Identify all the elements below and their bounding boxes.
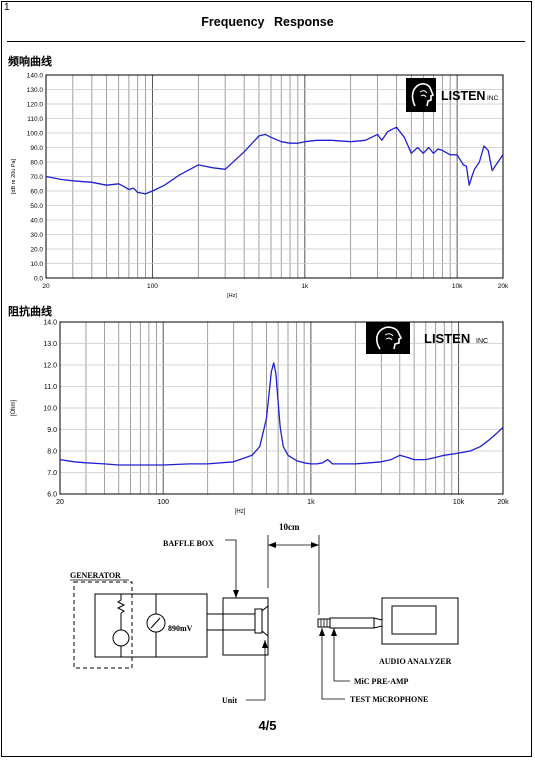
y-tick-label: 120.0	[27, 101, 44, 108]
listen-logo-bottom: LISTEN INC	[366, 322, 488, 354]
voltage-label: 890mV	[168, 624, 193, 633]
x-tick-label: 100	[157, 499, 169, 506]
listen-logo-top: LISTEN INC	[406, 78, 499, 112]
x-tick-label: 10k	[452, 283, 463, 290]
x-tick-label: 1k	[307, 499, 315, 506]
x-tick-label: 10k	[453, 499, 465, 506]
page-number: 4/5	[258, 718, 277, 733]
x-axis-label: [Hz]	[235, 509, 246, 515]
circuit-loop	[94, 593, 208, 658]
logo-text: LISTEN	[424, 331, 470, 346]
y-tick-label: 14.0	[43, 319, 57, 326]
distance-label: 10cm	[279, 522, 300, 532]
impedance-chart: 6.0 7.0 8.0 9.0 10.0 11.0 12.0 13.0 14.0 20 100 1k 1…	[11, 319, 509, 515]
title-rule	[7, 41, 525, 42]
y-tick-label: 13.0	[43, 341, 57, 348]
x-tick-label: 20	[56, 499, 64, 506]
audio-analyzer-label: AUDIO ANALYZER	[379, 657, 452, 666]
wire-to-unit-top	[206, 612, 255, 615]
y-tick-label: 8.0	[47, 448, 57, 455]
x-tick-label: 20	[42, 283, 50, 290]
arrow-left-icon	[268, 542, 276, 548]
y-tick-label: 30.0	[30, 232, 43, 239]
mic-preamp-label: MiC PRE-AMP	[354, 677, 409, 686]
y-axis-label: [dB re 20u Pa]	[11, 158, 17, 194]
y-tick-label: 70.0	[30, 174, 43, 181]
x-tick-label: 100	[147, 283, 158, 290]
mic-connector	[373, 617, 383, 629]
x-tick-label: 20k	[497, 499, 509, 506]
y-tick-label: 6.0	[47, 491, 57, 498]
microphone-leader	[321, 628, 345, 700]
x-tick-label: 20k	[498, 283, 509, 290]
generator-label: GENERATOR	[70, 571, 121, 580]
y-tick-label: 7.0	[47, 470, 57, 477]
y-axis-label: [Ohm]	[11, 400, 17, 417]
leader-arrow-icon	[262, 640, 268, 648]
y-tick-label: 12.0	[43, 362, 57, 369]
logo-suffix: INC	[487, 95, 499, 102]
y-tick-label: 60.0	[30, 188, 43, 195]
y-tick-label: 140.0	[27, 72, 44, 79]
baffle-box-label: BAFFLE BOX	[163, 539, 214, 548]
plot-frame	[59, 321, 504, 495]
head-outline-icon	[411, 83, 435, 107]
voltmeter-needle	[150, 617, 161, 629]
frequency-response-chart: 0.0 10.0 20.0 30.0 40.0 50.0 60.0 70.0 80.0 90.0 1…	[11, 72, 509, 299]
test-microphone-label: TEST MiCROPHONE	[350, 695, 428, 704]
leader-arrow-icon	[233, 590, 239, 598]
brain-lines-icon	[419, 90, 428, 98]
unit-leader	[246, 640, 266, 701]
y-tick-label: 0.0	[34, 275, 43, 282]
y-tick-label: 130.0	[27, 87, 44, 94]
page-title: Frequency Response	[201, 15, 334, 29]
y-tick-label: 110.0	[27, 116, 43, 123]
y-tick-label: 9.0	[47, 427, 57, 434]
y-tick-label: 90.0	[30, 145, 43, 152]
leader-arrow-icon	[319, 628, 325, 636]
logo-suffix: INC	[476, 338, 488, 345]
wire-to-unit-bottom	[206, 629, 255, 637]
x-axis-label: [Hz]	[227, 293, 237, 299]
test-setup-schematic: 10cm BAFFLE BOX Unit GENERATOR 890mV	[70, 522, 459, 705]
y-tick-label: 80.0	[30, 159, 43, 166]
y-tick-label: 10.0	[43, 405, 57, 412]
series-line	[59, 362, 504, 466]
generator-dashed-box	[73, 581, 133, 669]
y-tick-label: 10.0	[30, 261, 43, 268]
speaker-unit	[254, 608, 263, 634]
arrow-right-icon	[311, 542, 319, 548]
x-tick-label: 1k	[301, 283, 309, 290]
brain-lines-icon	[384, 333, 394, 341]
analyzer-screen	[391, 605, 437, 635]
frequency-section-label: 频响曲线	[8, 55, 52, 68]
unit-label: Unit	[222, 696, 237, 705]
leader-arrow-icon	[331, 628, 337, 636]
impedance-section-label: 阻抗曲线	[8, 305, 52, 318]
resistor-icon	[116, 599, 126, 614]
logo-text: LISTEN	[441, 89, 485, 103]
preamp-leader	[333, 628, 350, 682]
speaker-cone	[261, 604, 269, 638]
y-tick-label: 20.0	[30, 246, 43, 253]
baffle-box-leader	[225, 539, 237, 598]
corner-mark: 1	[4, 2, 10, 13]
y-tick-label: 100.0	[27, 130, 44, 137]
ac-source-icon	[112, 629, 130, 647]
y-tick-label: 40.0	[30, 217, 43, 224]
series-line	[45, 126, 504, 195]
y-tick-label: 11.0	[44, 384, 57, 391]
y-tick-label: 50.0	[30, 203, 43, 210]
mic-preamp-body	[329, 617, 375, 629]
head-outline-icon	[375, 326, 403, 350]
